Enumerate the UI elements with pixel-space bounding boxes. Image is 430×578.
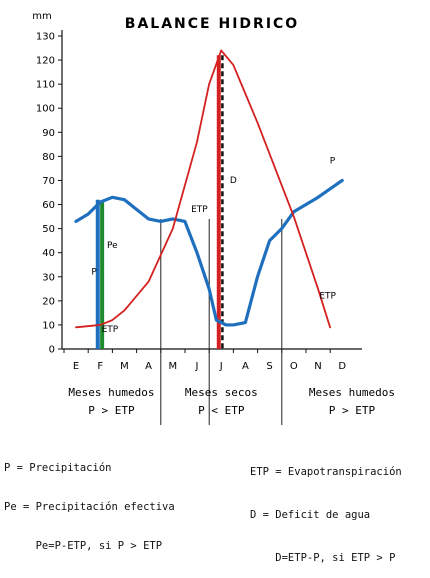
y-tick-label: 60 [42,200,55,211]
period-condition: P > ETP [329,404,376,417]
legend-right: ETP = Evapotranspiración D = Deficit de … [250,440,402,578]
series-p-line [74,178,344,327]
y-tick-label: 30 [42,272,55,283]
x-tick-label: N [314,361,321,372]
period-condition: P < ETP [198,404,245,417]
legend-p: P = Precipitación [4,462,112,474]
legend-pe: Pe = Precipitación efectiva [4,501,175,513]
annotation-label: D [230,176,237,186]
y-tick-label: 20 [42,296,55,307]
legend-left: P = Precipitación Pe = Precipitación efe… [4,436,175,566]
annotation-label: Pe [107,241,118,251]
period-label: Meses humedos [68,386,154,399]
legend-d-formula: D=ETP-P, si ETP > P [250,552,396,564]
x-tick-label: J [195,361,199,372]
y-tick-label: 80 [42,152,55,163]
x-tick-label: E [73,361,79,372]
x-tick-label: A [145,361,152,372]
legend-etp: ETP = Evapotranspiración [250,466,402,478]
y-tick-label: 70 [42,176,55,187]
series-layer [74,49,344,329]
annotation-label: P [91,267,97,277]
annotation-label: P [330,157,336,167]
period-label: Meses humedos [309,386,395,399]
series-etp-line [75,49,332,329]
x-tick-label: S [266,361,272,372]
y-tick-label: 50 [42,224,55,235]
water-balance-chart: BALANCE HIDRICO mm 0 10 20 30 40 50 60 70 80 90 10… [32,11,395,425]
axes: 0 10 20 30 40 50 60 70 80 90 100 110 120 130 E F M A M J J A S… [36,30,362,372]
x-tick-label: D [338,361,346,372]
y-axis-unit: mm [32,11,51,22]
y-tick-label: 120 [36,56,55,67]
x-tick-label: M [168,361,177,372]
period-label: Meses secos [185,386,258,399]
bars-layer [95,55,224,349]
x-tick-label: O [290,361,298,372]
chart-title: BALANCE HIDRICO [125,16,299,32]
periods-layer: Meses humedos P > ETP Meses secos P < ETP Me… [68,386,395,417]
y-tick-label: 0 [49,345,55,356]
legend-pe-formula: Pe=P-ETP, si P > ETP [4,540,163,552]
y-tick-label: 110 [36,80,55,91]
y-tick-label: 90 [42,128,55,139]
x-tick-label: J [219,361,223,372]
annotations-layer: P Pe ETP ETP D P ETP [91,157,336,336]
annotation-label: ETP [102,325,119,335]
annotation-label: ETP [191,205,208,215]
legend-d: D = Deficit de agua [250,509,371,521]
y-tick-label: 40 [42,248,55,259]
y-tick-label: 10 [42,320,55,331]
y-tick-label: 130 [36,32,55,43]
annotation-label: ETP [319,291,336,301]
x-tick-label: A [242,361,249,372]
y-tick-label: 100 [36,104,55,115]
period-condition: P > ETP [88,404,135,417]
x-tick-label: M [120,361,129,372]
x-tick-label: F [97,361,103,372]
